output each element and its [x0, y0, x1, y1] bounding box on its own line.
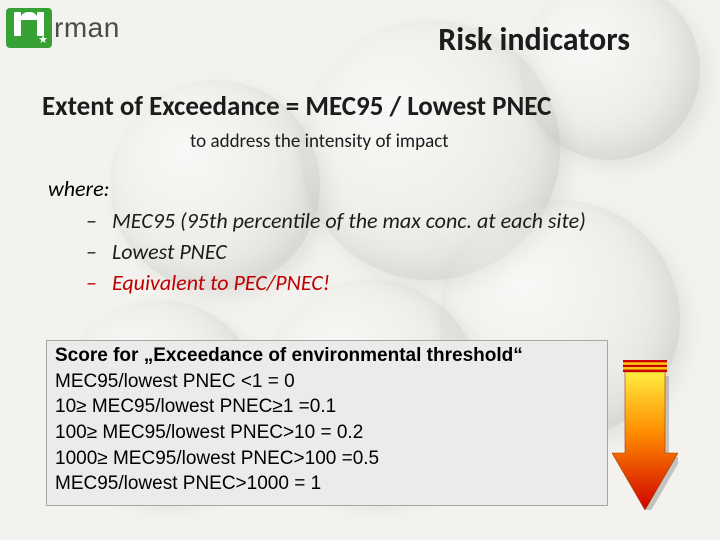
score-line: 100≥ MEC95/lowest PNEC>10 = 0.2	[55, 420, 599, 446]
where-item: Equivalent to PEC/PNEC!	[112, 268, 658, 299]
slide-title: Risk indicators	[438, 20, 630, 59]
where-item: Lowest PNEC	[112, 237, 658, 268]
where-block: where: MEC95 (95th percentile of the max…	[48, 175, 658, 298]
logo-text: rman	[54, 12, 120, 44]
score-box: Score for „Exceedance of environmental t…	[46, 340, 608, 506]
score-lines: MEC95/lowest PNEC <1 = 0 10≥ MEC95/lowes…	[55, 369, 599, 497]
logo-badge: ★	[6, 8, 52, 48]
subtitle: to address the intensity of impact	[190, 130, 449, 153]
where-item: MEC95 (95th percentile of the max conc. …	[112, 206, 658, 237]
formula-line: Extent of Exceedance = MEC95 / Lowest PN…	[42, 90, 551, 123]
score-title: Score for „Exceedance of environmental t…	[55, 345, 599, 367]
where-label: where:	[48, 175, 658, 202]
score-line: MEC95/lowest PNEC <1 = 0	[55, 369, 599, 395]
down-arrow-icon	[612, 360, 678, 510]
norman-logo: ★ rman	[6, 8, 120, 48]
score-line: 1000≥ MEC95/lowest PNEC>100 =0.5	[55, 446, 599, 472]
score-line: 10≥ MEC95/lowest PNEC≥1 =0.1	[55, 394, 599, 420]
slide-content: ★ rman Risk indicators Extent of Exceeda…	[0, 0, 720, 540]
star-icon: ★	[38, 33, 48, 46]
where-list: MEC95 (95th percentile of the max conc. …	[48, 206, 658, 298]
score-line: MEC95/lowest PNEC>1000 = 1	[55, 471, 599, 497]
